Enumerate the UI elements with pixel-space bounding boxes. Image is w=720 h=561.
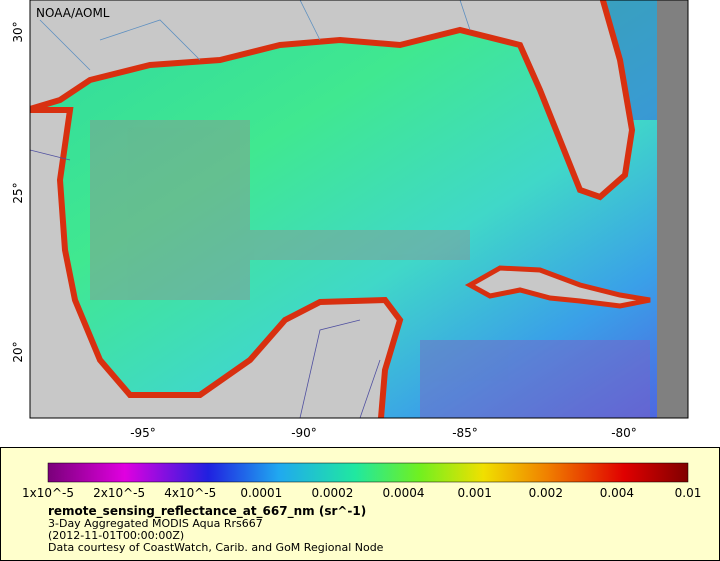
lon-label: -90° [291, 426, 317, 440]
colorbar-label: 0.0002 [311, 486, 353, 500]
colorbar-label: 0.0004 [383, 486, 425, 500]
lon-label: -85° [452, 426, 478, 440]
credit-label: NOAA/AOML [36, 6, 110, 20]
colorbar-label: 2x10^-5 [93, 486, 145, 500]
caption-line: 3-Day Aggregated MODIS Aqua Rrs667 [48, 517, 263, 530]
lon-axis: -95° -90° -85° -80° [130, 426, 637, 440]
lat-label: 30° [11, 21, 25, 42]
caption-line: Data courtesy of CoastWatch, Carib. and … [48, 541, 384, 554]
land-mexico [30, 107, 404, 418]
colorbar-labels: 1x10^-5 2x10^-5 4x10^-5 0.0001 0.0002 0.0004 0… [22, 486, 701, 500]
lon-label: -80° [611, 426, 637, 440]
colorbar-label: 1x10^-5 [22, 486, 74, 500]
map-frame [29, 0, 689, 419]
colorbar-label: 0.001 [457, 486, 491, 500]
colorbar-label: 0.0001 [240, 486, 282, 500]
variable-name: remote_sensing_reflectance_at_667_nm (sr… [48, 504, 366, 519]
lat-label: 25° [11, 182, 25, 203]
map-area: NOAA/AOML [30, 0, 688, 418]
lat-label: 20° [11, 341, 25, 362]
colorbar-label: 4x10^-5 [164, 486, 216, 500]
land-north [30, 0, 636, 201]
lon-label: -95° [130, 426, 156, 440]
lat-axis: 20° 25° 30° [11, 21, 25, 362]
colorbar-label: 0.004 [600, 486, 634, 500]
caption-line: (2012-11-01T00:00:00Z) [48, 529, 184, 542]
colorbar-label: 0.002 [529, 486, 563, 500]
land-cuba [464, 265, 651, 309]
colorbar [47, 462, 689, 483]
rivers [39, 0, 471, 71]
no-data-band [657, 0, 688, 418]
borders [30, 149, 381, 418]
colorbar-label: 0.01 [675, 486, 702, 500]
